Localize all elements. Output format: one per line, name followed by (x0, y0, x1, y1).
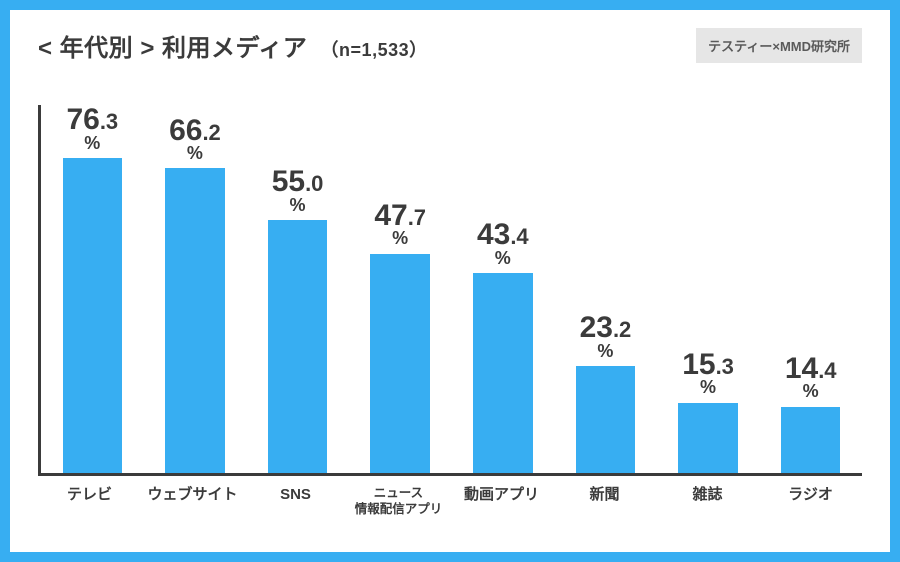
x-axis-label: ラジオ (759, 476, 862, 528)
x-axis-labels: テレビウェブサイトSNSニュース 情報配信アプリ動画アプリ新聞雑誌ラジオ (38, 476, 862, 528)
bar-slot: 66.2% (144, 105, 247, 473)
bar-rect (165, 168, 225, 473)
x-axis-label: テレビ (38, 476, 141, 528)
bar-slot: 14.4% (759, 105, 862, 473)
bar-rect (268, 220, 328, 473)
bar-rect (576, 366, 636, 473)
header-row: < 年代別 > 利用メディア （n=1,533） テスティー×MMD研究所 (38, 28, 862, 63)
bars-container: 76.3% 66.2% 55.0% 47.7% 43.4% 23.2% 15.3% 14.4% (41, 105, 862, 473)
x-axis-label: 新聞 (553, 476, 656, 528)
chart-title: < 年代別 > 利用メディア （n=1,533） (38, 28, 428, 63)
bar-rect (678, 403, 738, 473)
bar-rect (63, 158, 123, 473)
attribution-text: テスティー×MMD研究所 (708, 39, 850, 54)
bar-value-label: 23.2% (580, 313, 632, 360)
x-axis-label: ニュース 情報配信アプリ (347, 476, 450, 528)
bar-slot: 76.3% (41, 105, 144, 473)
bar-slot: 55.0% (246, 105, 349, 473)
x-axis-label: ウェブサイト (141, 476, 244, 528)
chart-frame: < 年代別 > 利用メディア （n=1,533） テスティー×MMD研究所 76… (0, 0, 900, 562)
bar-value-label: 76.3% (66, 105, 118, 152)
sample-size: （n=1,533） (321, 40, 428, 60)
bar-value-label: 43.4% (477, 220, 529, 267)
title-main: 利用メディア (162, 35, 307, 62)
bar-slot: 23.2% (554, 105, 657, 473)
x-axis-label: 雑誌 (656, 476, 759, 528)
bar-value-label: 55.0% (272, 167, 324, 214)
chart-area: 76.3% 66.2% 55.0% 47.7% 43.4% 23.2% 15.3% 14.4%… (38, 105, 862, 528)
attribution-badge: テスティー×MMD研究所 (696, 28, 862, 63)
bar-value-label: 14.4% (785, 354, 837, 401)
bar-rect (370, 254, 430, 473)
bar-slot: 43.4% (452, 105, 555, 473)
bar-slot: 47.7% (349, 105, 452, 473)
x-axis-label: 動画アプリ (450, 476, 553, 528)
bar-rect (781, 407, 841, 473)
x-axis-label: SNS (244, 476, 347, 528)
bar-value-label: 15.3% (682, 350, 734, 397)
bar-slot: 15.3% (657, 105, 760, 473)
plot-region: 76.3% 66.2% 55.0% 47.7% 43.4% 23.2% 15.3% 14.4% (38, 105, 862, 476)
bar-rect (473, 273, 533, 473)
bar-value-label: 47.7% (374, 201, 426, 248)
bar-value-label: 66.2% (169, 116, 221, 163)
title-prefix: < 年代別 > (38, 35, 155, 62)
